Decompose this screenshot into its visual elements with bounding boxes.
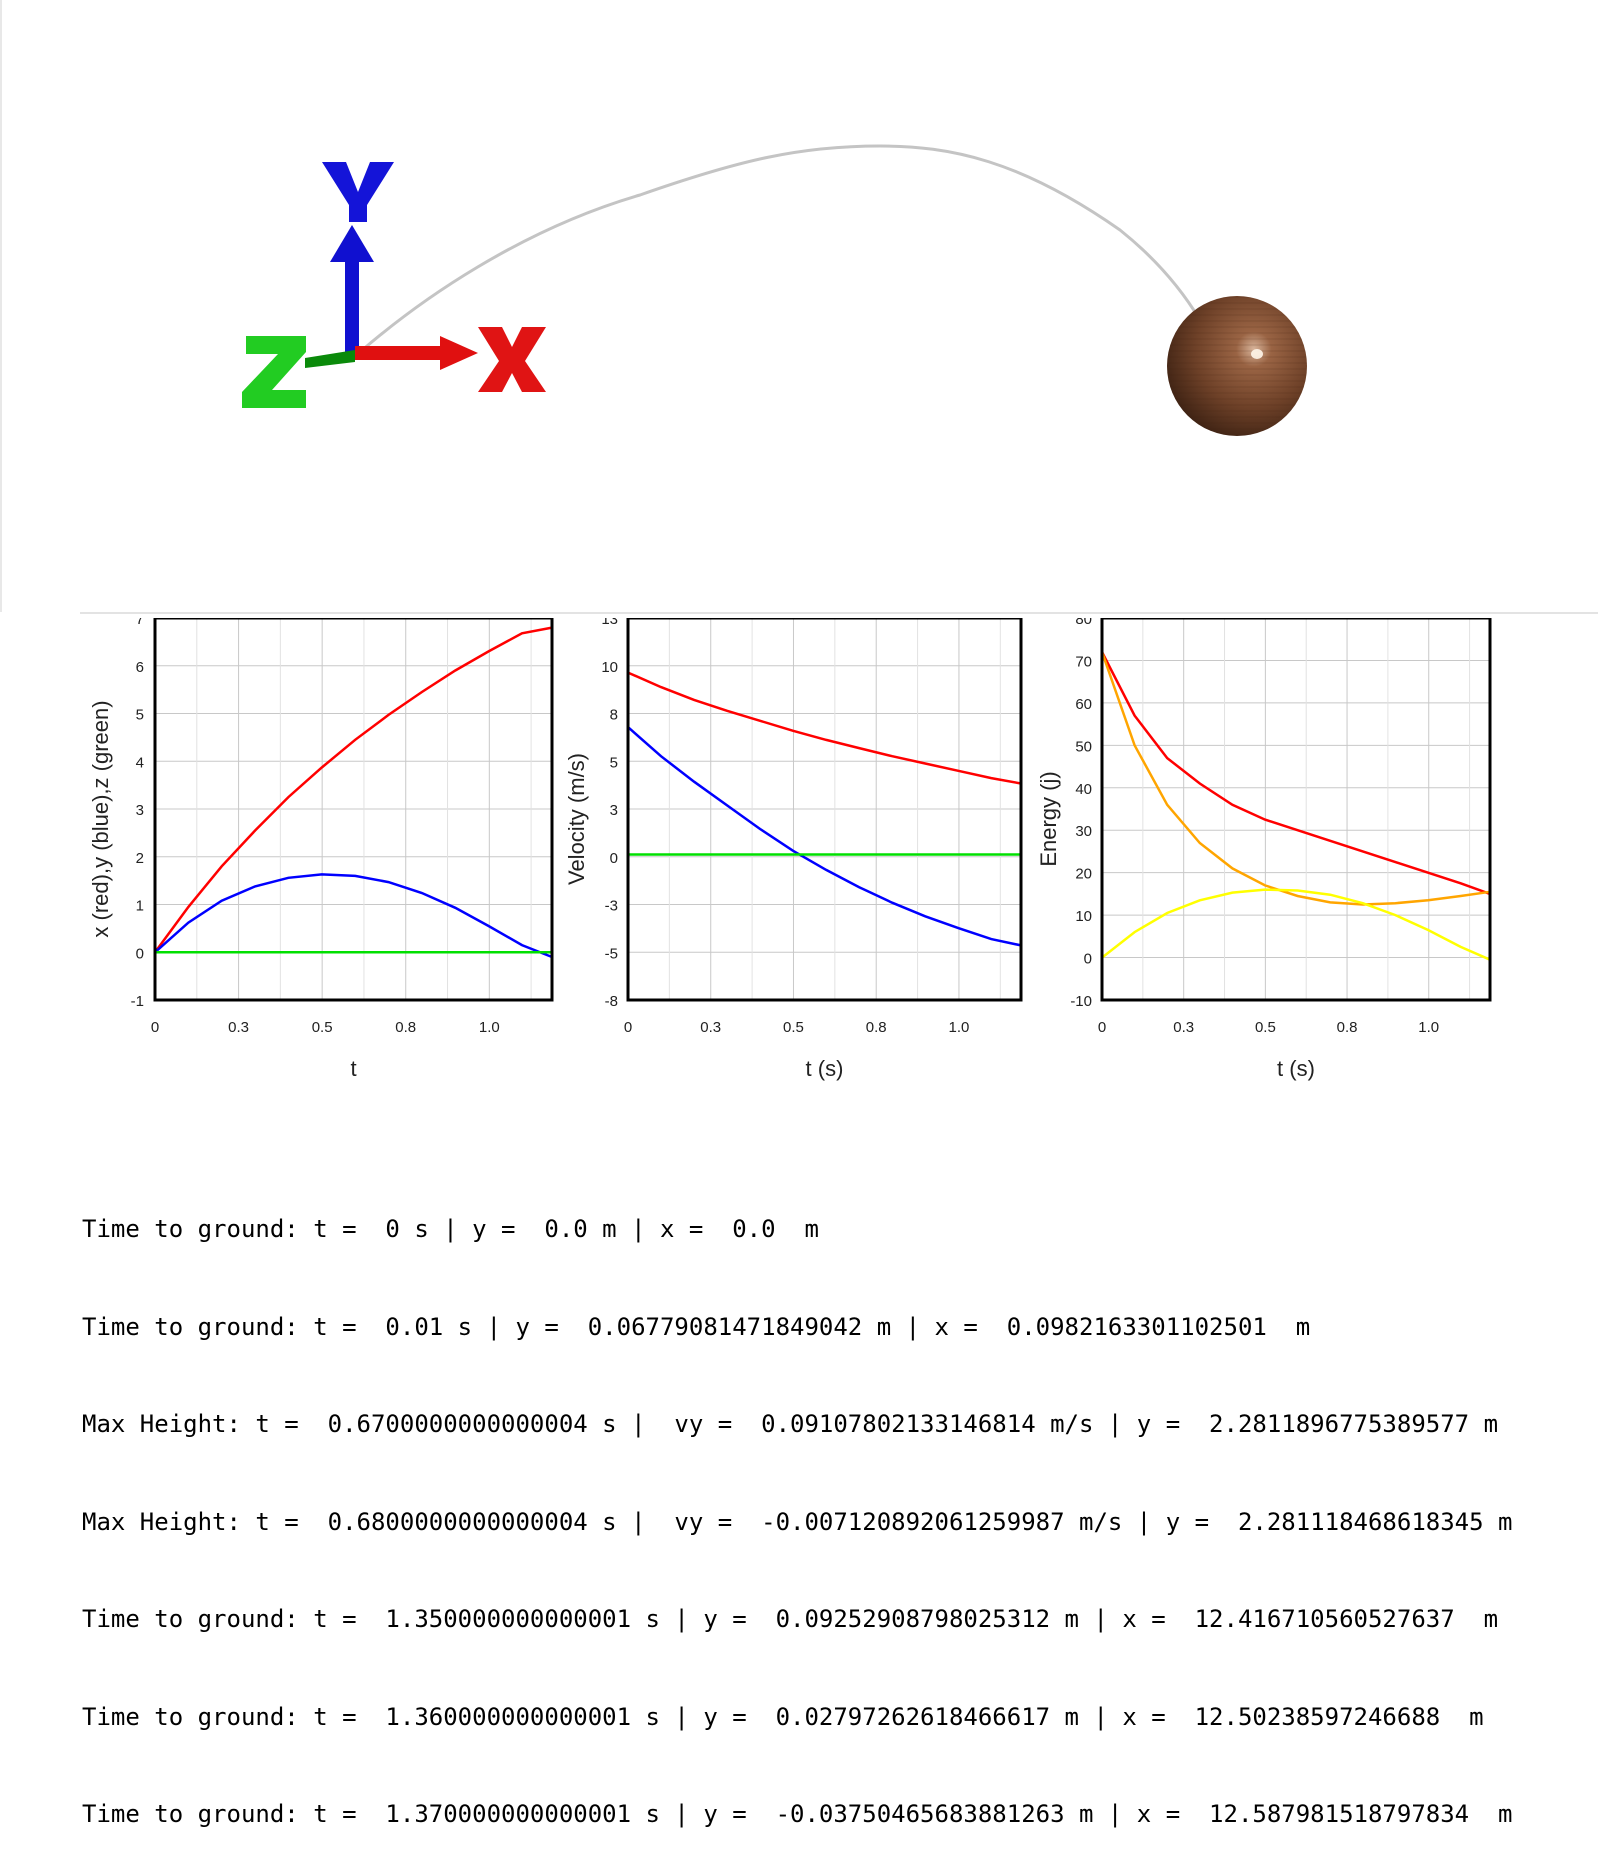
velocity-chart-svg: 13 10 8 5 3 0 -3 -5 -8 0 0.3 0.5 0.8 1.0 t (s) Velocity… bbox=[564, 611, 1023, 1081]
x-tick-label: 0.5 bbox=[1255, 1019, 1276, 1036]
x-tick-label: 0.8 bbox=[866, 1019, 887, 1036]
plot-frame bbox=[1100, 616, 1492, 1002]
x-tick-label: 1.0 bbox=[949, 1019, 970, 1036]
y-tick-label: 80 bbox=[1075, 618, 1092, 628]
y-tick-label: 70 bbox=[1075, 653, 1092, 670]
y-tick-label: 0 bbox=[610, 850, 618, 867]
wooden-ball[interactable] bbox=[1167, 296, 1307, 436]
y-tick-label: -5 bbox=[605, 945, 618, 962]
y-tick-label: 6 bbox=[136, 659, 144, 676]
y-tick-label: 7 bbox=[136, 618, 144, 628]
section-divider bbox=[80, 612, 1598, 614]
output-line: Time to ground: t = 1.360000000000001 s … bbox=[82, 1702, 1484, 1731]
x-tick-label: 0.3 bbox=[228, 1019, 249, 1036]
x-axis-label: t bbox=[350, 1056, 356, 1081]
plot-frame bbox=[153, 616, 554, 1002]
scene-svg bbox=[242, 144, 1307, 436]
trajectory-trail bbox=[359, 144, 1202, 354]
velocity-chart: 13 10 8 5 3 0 -3 -5 -8 0 0.3 0.5 0.8 1.0 t (s) Velocity… bbox=[558, 611, 1058, 1103]
x-tick-label: 1.0 bbox=[479, 1019, 500, 1036]
series-line bbox=[627, 726, 1022, 947]
y-axis-label: Velocity (m/s) bbox=[564, 753, 589, 885]
y-tick-label: 8 bbox=[610, 707, 618, 724]
position-chart: 7 6 5 4 3 2 1 0 -1 0 0.3 0.5 0.8 1.0 t x (red),y (blue)… bbox=[82, 611, 582, 1103]
scene-left-border bbox=[0, 0, 2, 612]
y-tick-label: 10 bbox=[1075, 908, 1092, 925]
y-tick-label: 13 bbox=[601, 618, 618, 628]
output-line: Time to ground: t = 0.01 s | y = 0.06779… bbox=[82, 1312, 1311, 1341]
y-tick-label: 3 bbox=[610, 802, 618, 819]
x-tick-label: 0.3 bbox=[1173, 1019, 1194, 1036]
y-tick-label: 5 bbox=[136, 707, 144, 724]
y-tick-label: 3 bbox=[136, 802, 144, 819]
x-axis-label: t (s) bbox=[1277, 1056, 1315, 1081]
output-line: Time to ground: t = 0 s | y = 0.0 m | x … bbox=[82, 1215, 819, 1243]
y-tick-label: -1 bbox=[131, 993, 144, 1010]
series-line bbox=[627, 671, 1022, 785]
series-line bbox=[1101, 888, 1491, 961]
x-tick-label: 0.8 bbox=[395, 1019, 416, 1036]
y-tick-label: 0 bbox=[136, 945, 144, 962]
y-axis-label: x (red),y (blue),z (green) bbox=[88, 700, 113, 937]
y-tick-label: 20 bbox=[1075, 866, 1092, 883]
y-tick-label: 5 bbox=[610, 754, 618, 771]
x-tick-label: 0 bbox=[624, 1019, 632, 1036]
y-tick-label: 30 bbox=[1075, 823, 1092, 840]
output-line: Max Height: t = 0.6700000000000004 s | v… bbox=[82, 1410, 1499, 1438]
y-axis-label: Energy (j) bbox=[1036, 771, 1061, 866]
y-tick-label: 60 bbox=[1075, 696, 1092, 713]
y-tick-label: 4 bbox=[136, 754, 144, 771]
series-line bbox=[1100, 651, 1491, 906]
x-tick-label: 0.3 bbox=[700, 1019, 721, 1036]
x-tick-label: 0.5 bbox=[312, 1019, 333, 1036]
series-line bbox=[154, 873, 553, 959]
energy-chart-svg: 80 70 60 50 40 30 20 10 0 -10 0 0.3 0.5 0.8 1.0 t (s) En… bbox=[1036, 611, 1492, 1081]
z-axis-letter bbox=[242, 336, 306, 408]
x-axis-label: t (s) bbox=[806, 1056, 844, 1081]
output-line: Time to ground: t = 1.370000000000001 s … bbox=[82, 1800, 1513, 1828]
console-output: Time to ground: t = 0 s | y = 0.0 m | x … bbox=[82, 1148, 1512, 1863]
x-tick-label: 0.8 bbox=[1337, 1019, 1358, 1036]
y-tick-label: -8 bbox=[605, 993, 618, 1010]
series-line bbox=[1100, 651, 1491, 896]
output-line: Max Height: t = 0.6800000000000004 s | v… bbox=[82, 1507, 1513, 1536]
y-tick-label: 50 bbox=[1075, 738, 1092, 755]
xyz-axes-gizmo bbox=[242, 162, 546, 408]
y-tick-label: 0 bbox=[1084, 951, 1092, 968]
output-line: Time to ground: t = 1.350000000000001 s … bbox=[82, 1605, 1499, 1633]
x-tick-label: 0.5 bbox=[783, 1019, 804, 1036]
x-tick-label: 0 bbox=[1098, 1019, 1106, 1036]
y-tick-label: 10 bbox=[601, 659, 618, 676]
energy-chart: 80 70 60 50 40 30 20 10 0 -10 0 0.3 0.5 0.8 1.0 t (s) En… bbox=[1030, 611, 1550, 1103]
y-tick-label: 1 bbox=[136, 898, 144, 915]
x-tick-label: 1.0 bbox=[1418, 1019, 1439, 1036]
y-tick-label: -3 bbox=[605, 898, 618, 915]
series-line bbox=[153, 626, 553, 954]
position-chart-svg: 7 6 5 4 3 2 1 0 -1 0 0.3 0.5 0.8 1.0 t x (red),y (blue)… bbox=[88, 611, 554, 1081]
3d-scene-canvas[interactable] bbox=[0, 0, 1598, 612]
y-tick-label: 40 bbox=[1075, 781, 1092, 798]
x-tick-label: 0 bbox=[151, 1019, 159, 1036]
y-tick-label: -10 bbox=[1070, 993, 1092, 1010]
y-axis-letter bbox=[322, 162, 394, 222]
y-tick-label: 2 bbox=[136, 850, 144, 867]
plot-frame bbox=[626, 616, 1023, 1002]
x-axis-letter bbox=[478, 327, 546, 392]
